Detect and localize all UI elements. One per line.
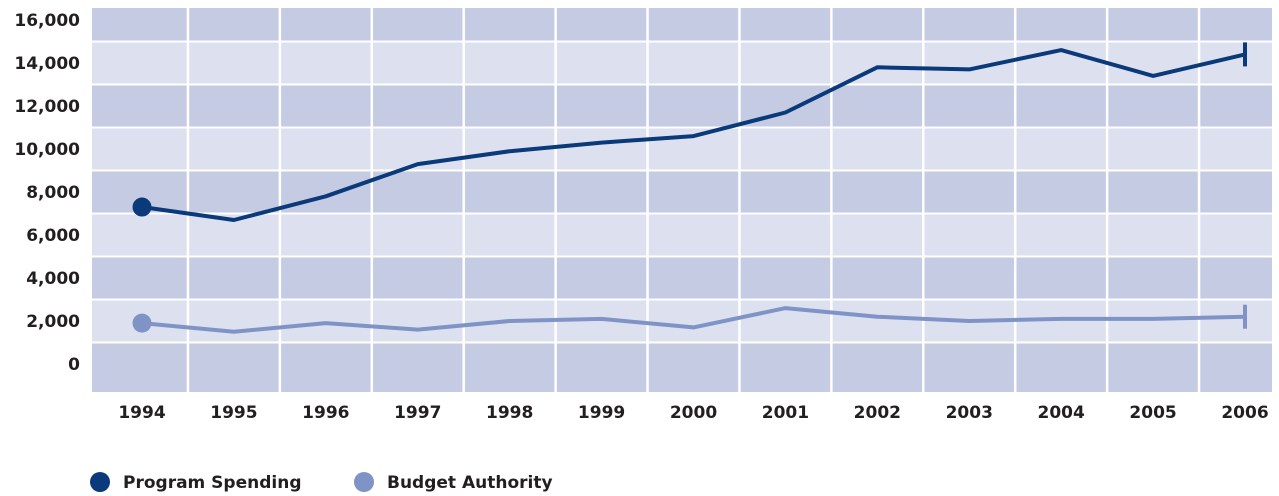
grid-band bbox=[92, 41, 1272, 85]
grid-band bbox=[92, 299, 1272, 343]
budget-authority-start-marker bbox=[132, 313, 152, 333]
grid-band bbox=[92, 256, 1272, 300]
y-axis: 16,000 14,000 12,000 10,000 8,000 6,000 4,000 2… bbox=[14, 11, 80, 375]
y-tick-label: 0 bbox=[68, 355, 80, 375]
program-spending-line bbox=[141, 48, 1246, 222]
x-tick-label: 1999 bbox=[578, 403, 625, 423]
grid-band bbox=[92, 127, 1272, 171]
y-tick-label: 16,000 bbox=[14, 11, 80, 31]
legend-item-budget-authority: Budget Authority bbox=[354, 472, 553, 493]
legend-label: Budget Authority bbox=[387, 473, 553, 493]
grid-band bbox=[92, 84, 1272, 128]
x-tick-label: 1998 bbox=[486, 403, 533, 423]
program-spending-start-marker bbox=[132, 197, 152, 217]
y-tick-label: 4,000 bbox=[26, 269, 80, 289]
grid-band bbox=[92, 213, 1272, 257]
budget-authority-line bbox=[141, 306, 1246, 334]
legend-swatch bbox=[90, 472, 110, 492]
y-tick-label: 10,000 bbox=[14, 140, 80, 160]
y-tick-label: 6,000 bbox=[26, 226, 80, 246]
x-tick-label: 2005 bbox=[1129, 403, 1176, 423]
x-tick-label: 2002 bbox=[854, 403, 901, 423]
x-tick-label: 2003 bbox=[946, 403, 993, 423]
y-tick-label: 12,000 bbox=[14, 97, 80, 117]
x-tick-label: 1997 bbox=[394, 403, 441, 423]
grid-band bbox=[92, 8, 1272, 42]
legend-item-program-spending: Program Spending bbox=[90, 472, 302, 493]
plot-background bbox=[92, 8, 1272, 392]
x-tick-label: 2006 bbox=[1221, 403, 1268, 423]
y-tick-label: 2,000 bbox=[26, 312, 80, 332]
legend: Program Spending Budget Authority bbox=[90, 472, 553, 493]
x-tick-label: 1995 bbox=[210, 403, 257, 423]
series-lines bbox=[132, 42, 1247, 334]
x-axis: 1994 1995 1996 1997 1998 1999 2000 2001 2002 2003… bbox=[118, 403, 1268, 423]
x-tick-label: 1994 bbox=[118, 403, 165, 423]
x-tick-label: 1996 bbox=[302, 403, 349, 423]
grid-band bbox=[92, 170, 1272, 214]
x-tick-label: 2004 bbox=[1038, 403, 1085, 423]
x-tick-label: 2001 bbox=[762, 403, 809, 423]
legend-swatch bbox=[354, 472, 374, 492]
legend-label: Program Spending bbox=[123, 473, 302, 493]
y-tick-label: 8,000 bbox=[26, 183, 80, 203]
y-tick-label: 14,000 bbox=[14, 54, 80, 74]
grid-band bbox=[92, 342, 1272, 392]
x-tick-label: 2000 bbox=[670, 403, 717, 423]
